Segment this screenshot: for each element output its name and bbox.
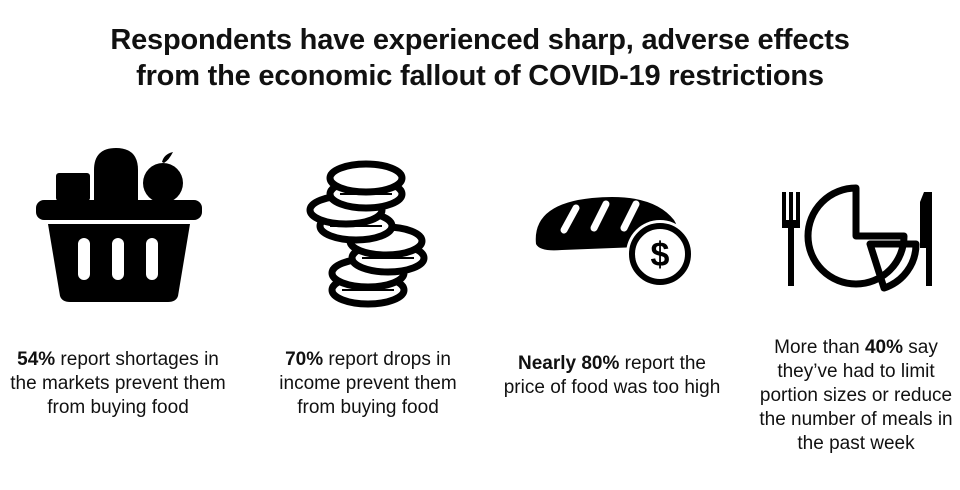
stat-text: say they’ve had to limit portion sizes o… (759, 337, 953, 454)
stat-value: 40% (864, 337, 903, 358)
stat-text: report shortages in the markets prevent … (10, 349, 226, 418)
svg-text:$: $ (651, 236, 670, 274)
stat-caption: More than 40% say they’ve had to limit p… (746, 336, 960, 456)
stat-value: 70% (285, 349, 324, 370)
reduced-plate-icon (746, 140, 960, 320)
title-line-1: Respondents have experienced sharp, adve… (110, 24, 850, 56)
stat-value: 54% (17, 349, 56, 370)
stat-value: Nearly 80% (517, 353, 620, 374)
stat-caption: Nearly 80% report the price of food was … (502, 352, 722, 400)
stat-caption: 70% report drops in income prevent them … (258, 348, 478, 420)
stat-caption: 54% report shortages in the markets prev… (8, 348, 228, 420)
title-line-2: from the economic fallout of COVID-19 re… (136, 60, 824, 92)
bread-price-icon: $ (502, 140, 722, 320)
food-basket-icon (8, 140, 228, 320)
stat-text: report the price of food was too high (503, 353, 721, 398)
stat-prefix: More than (774, 337, 865, 358)
stat-text: report drops in income prevent them from… (279, 349, 457, 418)
page-title: Respondents have experienced sharp, adve… (0, 22, 960, 94)
coin-stacks-icon (258, 140, 478, 320)
